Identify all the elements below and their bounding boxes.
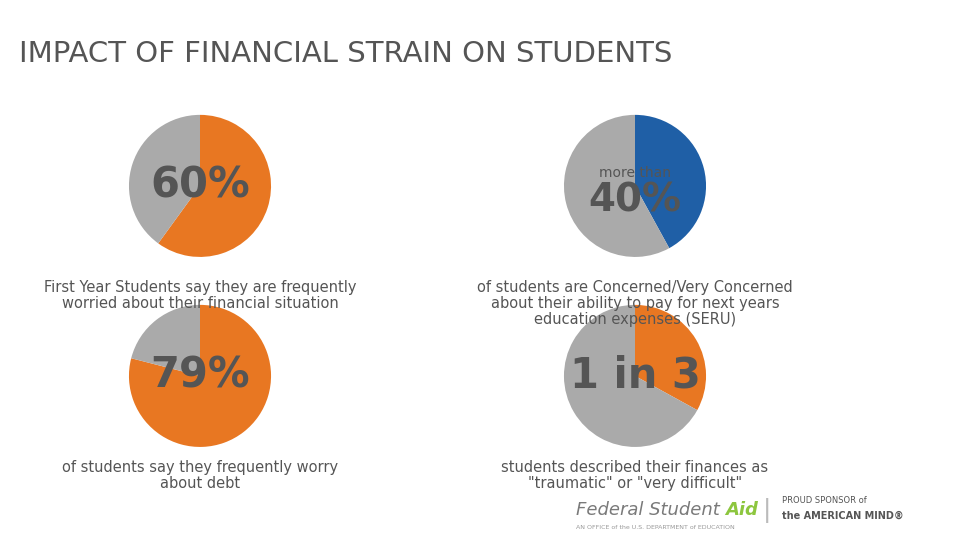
- Wedge shape: [129, 115, 200, 244]
- Text: First Year Students say they are frequently: First Year Students say they are frequen…: [44, 280, 356, 295]
- Text: about debt: about debt: [160, 476, 240, 491]
- Text: AN OFFICE of the U.S. DEPARTMENT of EDUCATION: AN OFFICE of the U.S. DEPARTMENT of EDUC…: [576, 525, 734, 530]
- Text: about their ability to pay for next years: about their ability to pay for next year…: [491, 296, 780, 311]
- Text: Federal Student: Federal Student: [576, 501, 720, 519]
- Text: of students are Concerned/Very Concerned: of students are Concerned/Very Concerned: [477, 280, 793, 295]
- Text: of students say they frequently worry: of students say they frequently worry: [62, 460, 338, 475]
- Text: Aid: Aid: [725, 501, 757, 519]
- Text: 60%: 60%: [150, 165, 250, 207]
- Wedge shape: [635, 305, 706, 410]
- Wedge shape: [564, 305, 697, 447]
- Text: students described their finances as: students described their finances as: [501, 460, 769, 475]
- Wedge shape: [129, 305, 271, 447]
- Wedge shape: [132, 305, 200, 376]
- Text: IMPACT OF FINANCIAL STRAIN ON STUDENTS: IMPACT OF FINANCIAL STRAIN ON STUDENTS: [19, 40, 673, 68]
- Text: education expenses (SERU): education expenses (SERU): [534, 312, 736, 327]
- Text: 1 in 3: 1 in 3: [569, 355, 701, 397]
- Text: the AMERICAN MIND®: the AMERICAN MIND®: [782, 511, 904, 521]
- Text: |: |: [763, 498, 772, 523]
- Text: worried about their financial situation: worried about their financial situation: [61, 296, 338, 311]
- Text: "traumatic" or "very difficult": "traumatic" or "very difficult": [528, 476, 742, 491]
- Text: 79%: 79%: [150, 355, 250, 397]
- Wedge shape: [564, 115, 669, 257]
- Wedge shape: [635, 115, 706, 248]
- Text: more than: more than: [599, 166, 671, 180]
- Text: PROUD SPONSOR of: PROUD SPONSOR of: [782, 496, 867, 505]
- Text: 40%: 40%: [588, 181, 682, 219]
- Text: 13: 13: [15, 512, 37, 527]
- Wedge shape: [158, 115, 271, 257]
